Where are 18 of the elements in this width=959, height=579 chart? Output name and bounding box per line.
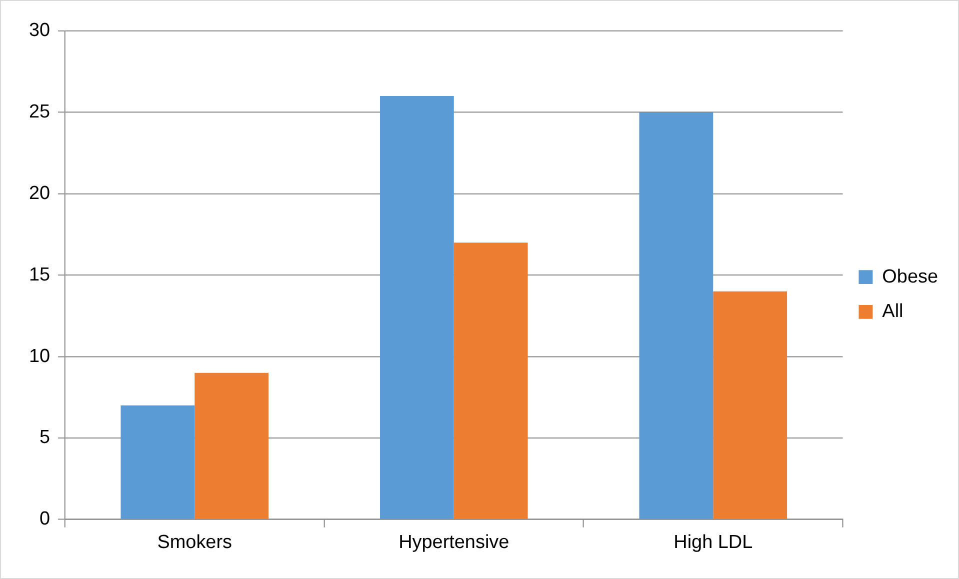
- bar: [639, 112, 714, 519]
- bar: [713, 291, 788, 519]
- x-tick-label: High LDL: [674, 532, 753, 553]
- x-tick-label: Smokers: [157, 532, 232, 553]
- bar: [194, 372, 269, 519]
- y-tick-label: 5: [39, 427, 50, 448]
- bar: [380, 96, 454, 519]
- y-tick-label: 30: [28, 20, 50, 42]
- y-tick-label: 20: [28, 182, 50, 204]
- bar: [120, 405, 195, 519]
- legend-label: All: [882, 301, 904, 322]
- y-tick-label: 25: [28, 102, 50, 123]
- x-tick-label: Hypertensive: [398, 532, 510, 553]
- y-tick-label: 15: [28, 264, 50, 286]
- legend-label: Obese: [882, 266, 938, 288]
- y-tick-label: 10: [28, 346, 50, 367]
- bar: [454, 242, 528, 519]
- y-tick-label: 0: [39, 508, 50, 530]
